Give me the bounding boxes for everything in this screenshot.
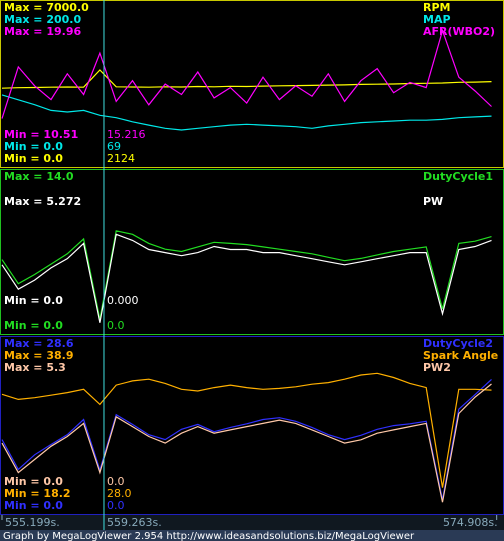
min-label: Min = 0.0 [4,140,63,153]
series-name: DutyCycle1 [423,170,493,183]
series-name: PW2 [423,361,451,374]
cursor-value: 0.0 [107,499,125,512]
max-label: Max = 14.0 [4,170,74,183]
max-label: Max = 5.3 [4,361,66,374]
series-line [1,69,492,89]
series-line [1,378,492,500]
max-label: Max = 5.272 [4,195,81,208]
min-label: Min = 18.2 [4,487,71,500]
min-label: Min = 0.0 [4,319,63,332]
series-line [1,94,492,131]
cursor-value: 0.0 [107,319,125,332]
series-name: MAP [423,13,451,26]
cursor-value: 28.0 [107,487,132,500]
x-tick-label: 559.263s. [107,516,162,529]
cursor-value: 0.0 [107,475,125,488]
footer-bar [0,530,504,541]
series-name: Spark Angle [423,349,498,362]
cursor-value: 15.216 [107,128,146,141]
max-label: Max = 28.6 [4,337,74,350]
min-label: Min = 0.0 [4,475,63,488]
x-tick-label: 555.199s. [5,516,60,529]
footer-text: Graph by MegaLogViewer 2.954 http://www.… [3,531,415,541]
series-line [1,230,492,320]
x-axis-strip [0,515,504,530]
series-name: AFR(WBO2) [423,25,495,38]
max-label: Max = 38.9 [4,349,73,362]
series-line [1,383,492,503]
cursor-value: 69 [107,140,121,153]
series-line [1,372,492,488]
min-label: Min = 0.0 [4,294,63,307]
max-label: Max = 7000.0 [4,1,89,14]
max-label: Max = 200.0 [4,13,81,26]
min-label: Min = 0.0 [4,499,63,512]
max-label: Max = 19.96 [4,25,81,38]
cursor-value: 2124 [107,152,135,165]
series-line [1,233,492,323]
series-line [1,28,492,119]
series-name: PW [423,195,443,208]
series-name: RPM [423,1,450,14]
series-name: DutyCycle2 [423,337,493,350]
min-label: Min = 0.0 [4,152,63,165]
x-tick-label: 574.908s. [443,516,498,529]
min-label: Min = 10.51 [4,128,78,141]
cursor-value: 0.000 [107,294,139,307]
